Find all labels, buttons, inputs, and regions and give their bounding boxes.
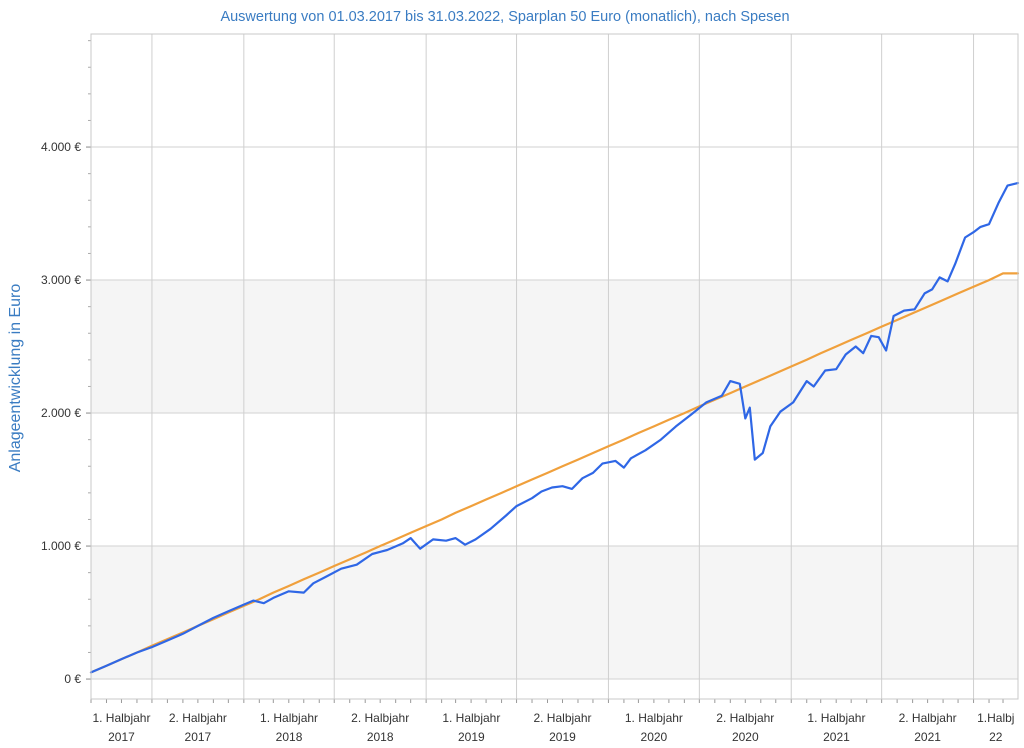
- y-tick-label: 0 €: [64, 672, 81, 686]
- y-axis-label: Anlageentwicklung in Euro: [7, 284, 24, 473]
- x-tick-label-period: 2. Halbjahr: [716, 711, 774, 725]
- x-tick-label-period: 1. Halbjahr: [625, 711, 683, 725]
- x-tick-label-period: 2. Halbjahr: [351, 711, 409, 725]
- x-tick-label-year: 2020: [732, 730, 759, 744]
- x-tick-label-period: 2. Halbjahr: [169, 711, 227, 725]
- x-tick-label-year: 2020: [641, 730, 668, 744]
- x-tick-label-period: 1. Halbjahr: [92, 711, 150, 725]
- y-axis-ticks: 0 € 1.000 € 2.000 € 3.000 € 4.000 €: [41, 40, 91, 686]
- plot-band: [91, 280, 1018, 414]
- y-tick-label: 1.000 €: [41, 539, 81, 553]
- plot-band: [91, 546, 1018, 680]
- x-tick-label-period: 2. Halbjahr: [899, 711, 957, 725]
- x-tick-label-year: 2019: [549, 730, 576, 744]
- x-tick-label-period: 1. Halbjahr: [260, 711, 318, 725]
- x-tick-label-year: 22: [989, 730, 1003, 744]
- x-tick-label-period: 2. Halbjahr: [533, 711, 591, 725]
- x-tick-label-period: 1.Halbj: [977, 711, 1014, 725]
- x-tick-label-year: 2021: [914, 730, 941, 744]
- y-tick-label: 2.000 €: [41, 406, 81, 420]
- x-axis-ticks: 1. Halbjahr 2017 2. Halbjahr 2017 1. Halbjah…: [90, 699, 1014, 744]
- plot-frame: [90, 33, 1019, 700]
- series-layer: [89, 181, 1020, 674]
- x-tick-label-year: 2017: [185, 730, 212, 744]
- y-tick-label: 3.000 €: [41, 273, 81, 287]
- x-tick-label-year: 2021: [823, 730, 850, 744]
- x-tick-label-year: 2019: [458, 730, 485, 744]
- x-tick-label-period: 1. Halbjahr: [442, 711, 500, 725]
- x-tick-label-period: 1. Halbjahr: [807, 711, 865, 725]
- series-line: [89, 181, 1020, 674]
- chart-title: Auswertung von 01.03.2017 bis 31.03.2022…: [220, 9, 789, 25]
- series-line: [89, 272, 1020, 674]
- grid-lines: [91, 34, 1018, 699]
- plot-bands: [91, 280, 1018, 680]
- x-tick-label-year: 2018: [367, 730, 394, 744]
- x-tick-label-year: 2018: [276, 730, 303, 744]
- y-tick-label: 4.000 €: [41, 140, 81, 154]
- x-tick-label-year: 2017: [108, 730, 135, 744]
